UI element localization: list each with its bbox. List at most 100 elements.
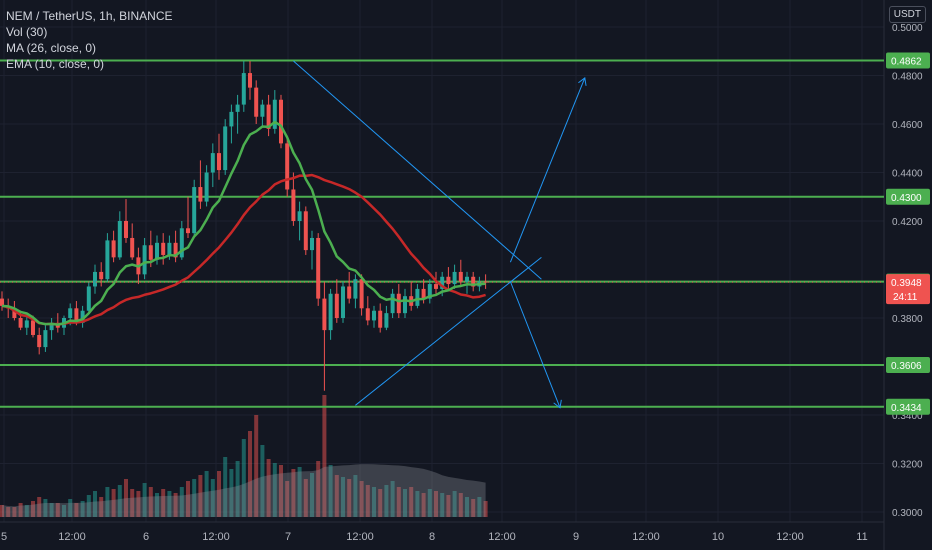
- candle-body: [471, 276, 476, 287]
- candle-body: [372, 310, 376, 321]
- volume-bar: [192, 479, 197, 517]
- candle-body: [248, 73, 252, 88]
- volume-bar: [334, 475, 339, 517]
- volume-bar: [483, 501, 488, 517]
- volume-bar: [359, 481, 364, 517]
- volume-bar: [427, 489, 432, 517]
- candle-body: [403, 296, 407, 314]
- volume-bar: [353, 475, 358, 517]
- volume-bar: [372, 487, 376, 517]
- volume-bar: [390, 481, 395, 517]
- volume-bar: [0, 505, 4, 517]
- candle-body: [12, 308, 17, 318]
- volume-bar: [173, 493, 178, 517]
- candle-body: [167, 242, 172, 255]
- volume-bar: [210, 479, 215, 517]
- arrow-head: [578, 77, 587, 86]
- candle-body: [341, 286, 345, 318]
- candle-body: [49, 322, 54, 331]
- candle-body: [229, 111, 234, 127]
- volume-bar: [384, 485, 389, 517]
- candle-body: [235, 104, 240, 112]
- candle-body: [86, 286, 91, 311]
- y-tick-label: 0.3200: [892, 460, 923, 471]
- candle-body: [365, 308, 370, 321]
- volume-bar: [49, 503, 54, 517]
- volume-bar: [471, 499, 476, 517]
- candle-body: [452, 271, 457, 285]
- volume-bar: [403, 489, 407, 517]
- indicator-volume[interactable]: Vol (30): [6, 25, 48, 39]
- candle-body: [421, 288, 426, 299]
- volume-bar: [161, 489, 166, 517]
- candle-body: [111, 240, 116, 258]
- candle-body: [254, 87, 259, 117]
- volume-bar: [229, 469, 234, 517]
- volume-bar: [111, 489, 116, 517]
- candle-body: [186, 228, 190, 234]
- chart-legend: NEM / TetherUS, 1h, BINANCE Vol (30) MA …: [6, 8, 173, 72]
- candle-body: [179, 228, 184, 258]
- volume-bar: [105, 487, 110, 517]
- volume-bar: [477, 497, 482, 517]
- volume-bar: [86, 495, 91, 517]
- volume-bar: [272, 463, 277, 517]
- candle-body: [210, 153, 215, 173]
- volume-bar: [235, 461, 240, 517]
- level-price-label: 0.4862: [891, 56, 922, 67]
- candle-body: [241, 73, 246, 105]
- candle-body: [37, 334, 42, 348]
- x-tick-label: 9: [573, 531, 579, 543]
- volume-bar: [365, 485, 370, 517]
- volume-bar: [322, 395, 327, 517]
- x-tick-label: 12:00: [488, 531, 516, 543]
- volume-bar: [285, 481, 290, 517]
- x-tick-label: 12:00: [776, 531, 804, 543]
- volume-bar: [74, 503, 79, 517]
- candle-body: [483, 281, 488, 283]
- symbol-title[interactable]: NEM / TetherUS, 1h, BINANCE: [6, 9, 173, 23]
- volume-bar: [31, 501, 35, 517]
- candle-body: [18, 318, 23, 328]
- volume-bar: [421, 493, 426, 517]
- volume-bar: [279, 465, 283, 517]
- volume-bar: [43, 499, 48, 517]
- candle-body: [68, 308, 73, 318]
- candle-body: [142, 245, 147, 275]
- candle-body: [285, 143, 290, 190]
- x-tick-label: 7: [285, 531, 291, 543]
- volume-bar: [266, 459, 271, 517]
- volume-bar: [415, 491, 420, 517]
- volume-bar: [217, 471, 221, 517]
- candle-body: [155, 242, 159, 260]
- candle-body: [198, 187, 203, 202]
- volume-bar: [136, 491, 141, 517]
- volume-bar: [260, 445, 265, 517]
- volume-bar: [396, 487, 401, 517]
- indicator-ma[interactable]: MA (26, close, 0): [6, 41, 97, 55]
- candle-body: [347, 286, 352, 299]
- y-tick-label: 0.5000: [892, 23, 923, 34]
- candle-body: [359, 279, 364, 309]
- volume-bar: [62, 505, 66, 517]
- candle-body: [297, 211, 302, 221]
- volume-bar: [316, 461, 321, 517]
- candle-body: [458, 271, 463, 282]
- ema-line: [1, 120, 486, 326]
- ma-line: [1, 173, 486, 326]
- volume-bar: [223, 457, 228, 517]
- trend-line: [293, 60, 542, 280]
- level-price-tag: [886, 357, 930, 374]
- currency-label[interactable]: USDT: [888, 6, 926, 23]
- x-tick-label: 10: [712, 531, 724, 543]
- x-tick-label: 12:00: [632, 531, 660, 543]
- volume-bar: [241, 439, 246, 517]
- y-tick-label: 0.3400: [892, 411, 923, 422]
- volume-bar: [142, 483, 147, 517]
- volume-bar: [434, 491, 438, 517]
- volume-bar: [99, 497, 104, 517]
- indicator-ema[interactable]: EMA (10, close, 0): [6, 57, 105, 71]
- x-tick-label: 12:00: [202, 531, 230, 543]
- volume-bar: [409, 487, 414, 517]
